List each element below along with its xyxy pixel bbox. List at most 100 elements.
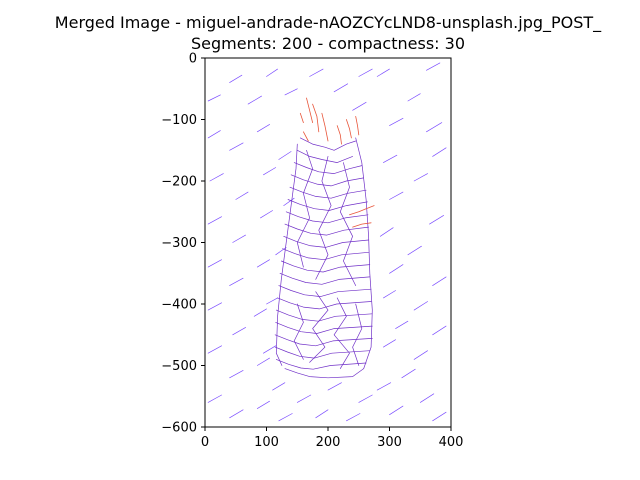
field-stroke-59 <box>315 409 329 419</box>
field-stroke-12 <box>229 142 244 151</box>
object-stroke-6 <box>285 211 369 224</box>
chart-subtitle: Segments: 200 - compactness: 30 <box>191 34 465 53</box>
object-stroke-2 <box>293 162 363 174</box>
object-stroke-24 <box>339 162 357 286</box>
field-stroke-54 <box>376 382 392 391</box>
field-stroke-64 <box>309 68 324 77</box>
field-stroke-1 <box>229 74 243 83</box>
chart-title: Merged Image - miguel-andrade-nAOZCYcLND… <box>55 13 602 33</box>
field-stroke-7 <box>426 62 441 71</box>
field-stroke-34 <box>266 297 278 305</box>
field-stroke-24 <box>232 234 246 243</box>
field-stroke-27 <box>379 227 394 237</box>
field-stroke-32 <box>229 277 244 286</box>
field-stroke-63 <box>432 411 447 422</box>
field-stroke-0 <box>207 94 221 102</box>
object-stroke-8 <box>283 235 369 248</box>
field-stroke-6 <box>407 93 421 102</box>
highlight-stroke-5 <box>355 116 360 136</box>
object-stroke-13 <box>277 297 372 310</box>
x-tick-label-1: 100 <box>254 435 279 450</box>
field-stroke-65 <box>333 83 349 93</box>
field-stroke-39 <box>207 302 222 311</box>
field-stroke-47 <box>207 345 222 354</box>
highlight-stroke-4 <box>345 119 352 139</box>
field-stroke-45 <box>432 325 447 336</box>
highlight-stroke-8 <box>349 205 375 216</box>
x-tick-label-3: 300 <box>377 435 402 450</box>
object-stroke-14 <box>275 309 373 322</box>
object-stroke-5 <box>287 199 368 211</box>
highlight-stroke-0 <box>306 97 314 123</box>
object-stroke-12 <box>278 285 372 297</box>
field-stroke-19 <box>383 154 398 163</box>
field-stroke-51 <box>296 394 312 403</box>
strokes-layer <box>207 62 447 422</box>
object-stroke-0 <box>299 137 357 151</box>
object-stroke-11 <box>279 272 371 285</box>
object-stroke-26 <box>333 297 350 369</box>
field-stroke-49 <box>256 357 270 366</box>
field-stroke-13 <box>256 124 270 133</box>
field-stroke-57 <box>256 400 270 409</box>
object-stroke-10 <box>280 260 371 273</box>
field-stroke-5 <box>376 68 390 77</box>
y-tick-label-6: −600 <box>161 421 197 436</box>
field-stroke-22 <box>389 191 404 200</box>
object-stroke-9 <box>282 248 369 261</box>
field-stroke-41 <box>253 308 267 317</box>
x-tick-label-2: 200 <box>316 435 341 450</box>
field-stroke-37 <box>432 276 447 286</box>
field-stroke-60 <box>346 413 361 422</box>
field-stroke-17 <box>263 167 277 176</box>
field-stroke-43 <box>383 339 396 348</box>
y-tick-label-0: 0 <box>189 52 197 67</box>
field-stroke-35 <box>383 290 396 299</box>
field-stroke-18 <box>283 197 295 206</box>
field-stroke-55 <box>207 394 222 403</box>
object-stroke-17 <box>274 346 371 359</box>
field-stroke-56 <box>229 409 244 419</box>
object-stroke-16 <box>274 334 373 347</box>
plot-frame <box>204 57 452 428</box>
field-stroke-15 <box>209 173 224 182</box>
object-stroke-27 <box>293 303 304 360</box>
field-stroke-8 <box>352 101 367 111</box>
field-stroke-42 <box>263 345 277 354</box>
field-stroke-16 <box>235 191 249 200</box>
highlight-stroke-7 <box>302 131 309 142</box>
field-stroke-4 <box>284 88 298 96</box>
y-tick-label-4: −400 <box>161 298 197 313</box>
field-stroke-50 <box>272 382 286 391</box>
highlight-stroke-2 <box>321 112 329 142</box>
object-stroke-4 <box>289 186 367 199</box>
y-tick-label-5: −500 <box>161 359 197 374</box>
field-stroke-11 <box>207 130 221 139</box>
field-stroke-44 <box>413 350 428 360</box>
highlight-stroke-3 <box>336 125 342 145</box>
x-axis: 0 100 200 300 400 <box>201 427 463 450</box>
field-stroke-52 <box>327 382 342 391</box>
highlight-stroke-1 <box>312 103 320 133</box>
field-stroke-23 <box>207 216 222 225</box>
field-stroke-9 <box>389 117 404 126</box>
field-stroke-25 <box>260 210 273 219</box>
y-axis: 0 −100 −200 −300 −400 −500 −600 <box>161 52 205 436</box>
field-stroke-36 <box>413 301 428 311</box>
field-stroke-3 <box>266 68 278 77</box>
object-stroke-28 <box>352 303 363 366</box>
field-stroke-33 <box>256 259 270 268</box>
highlight-stroke-9 <box>352 222 372 228</box>
field-stroke-58 <box>278 413 293 422</box>
field-stroke-2 <box>247 95 262 105</box>
y-tick-label-2: −200 <box>161 175 197 190</box>
highlight-stroke-6 <box>299 112 304 123</box>
object-stroke-19 <box>284 368 365 379</box>
field-stroke-29 <box>429 215 444 225</box>
object-stroke-1 <box>296 149 353 163</box>
plot-area <box>204 57 452 428</box>
field-stroke-66 <box>358 68 373 77</box>
object-stroke-21 <box>355 137 373 369</box>
field-stroke-62 <box>419 393 435 403</box>
